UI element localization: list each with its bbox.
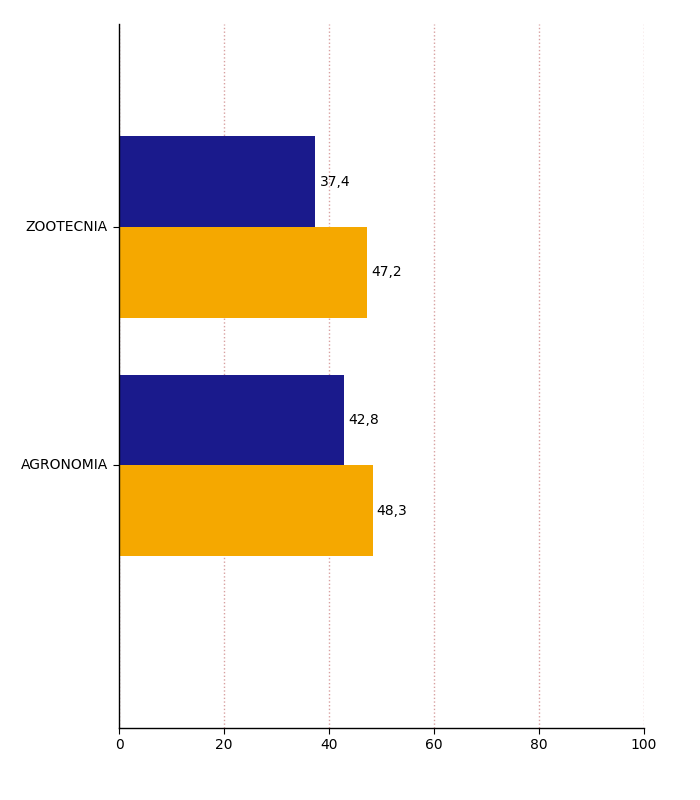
Bar — [119, 375, 344, 466]
Text: 48,3: 48,3 — [377, 504, 407, 518]
Bar — [119, 466, 372, 556]
Bar — [119, 227, 367, 318]
Text: 37,4: 37,4 — [319, 174, 350, 189]
Bar — [119, 136, 315, 227]
Text: 47,2: 47,2 — [371, 265, 402, 279]
Text: 42,8: 42,8 — [348, 413, 379, 427]
